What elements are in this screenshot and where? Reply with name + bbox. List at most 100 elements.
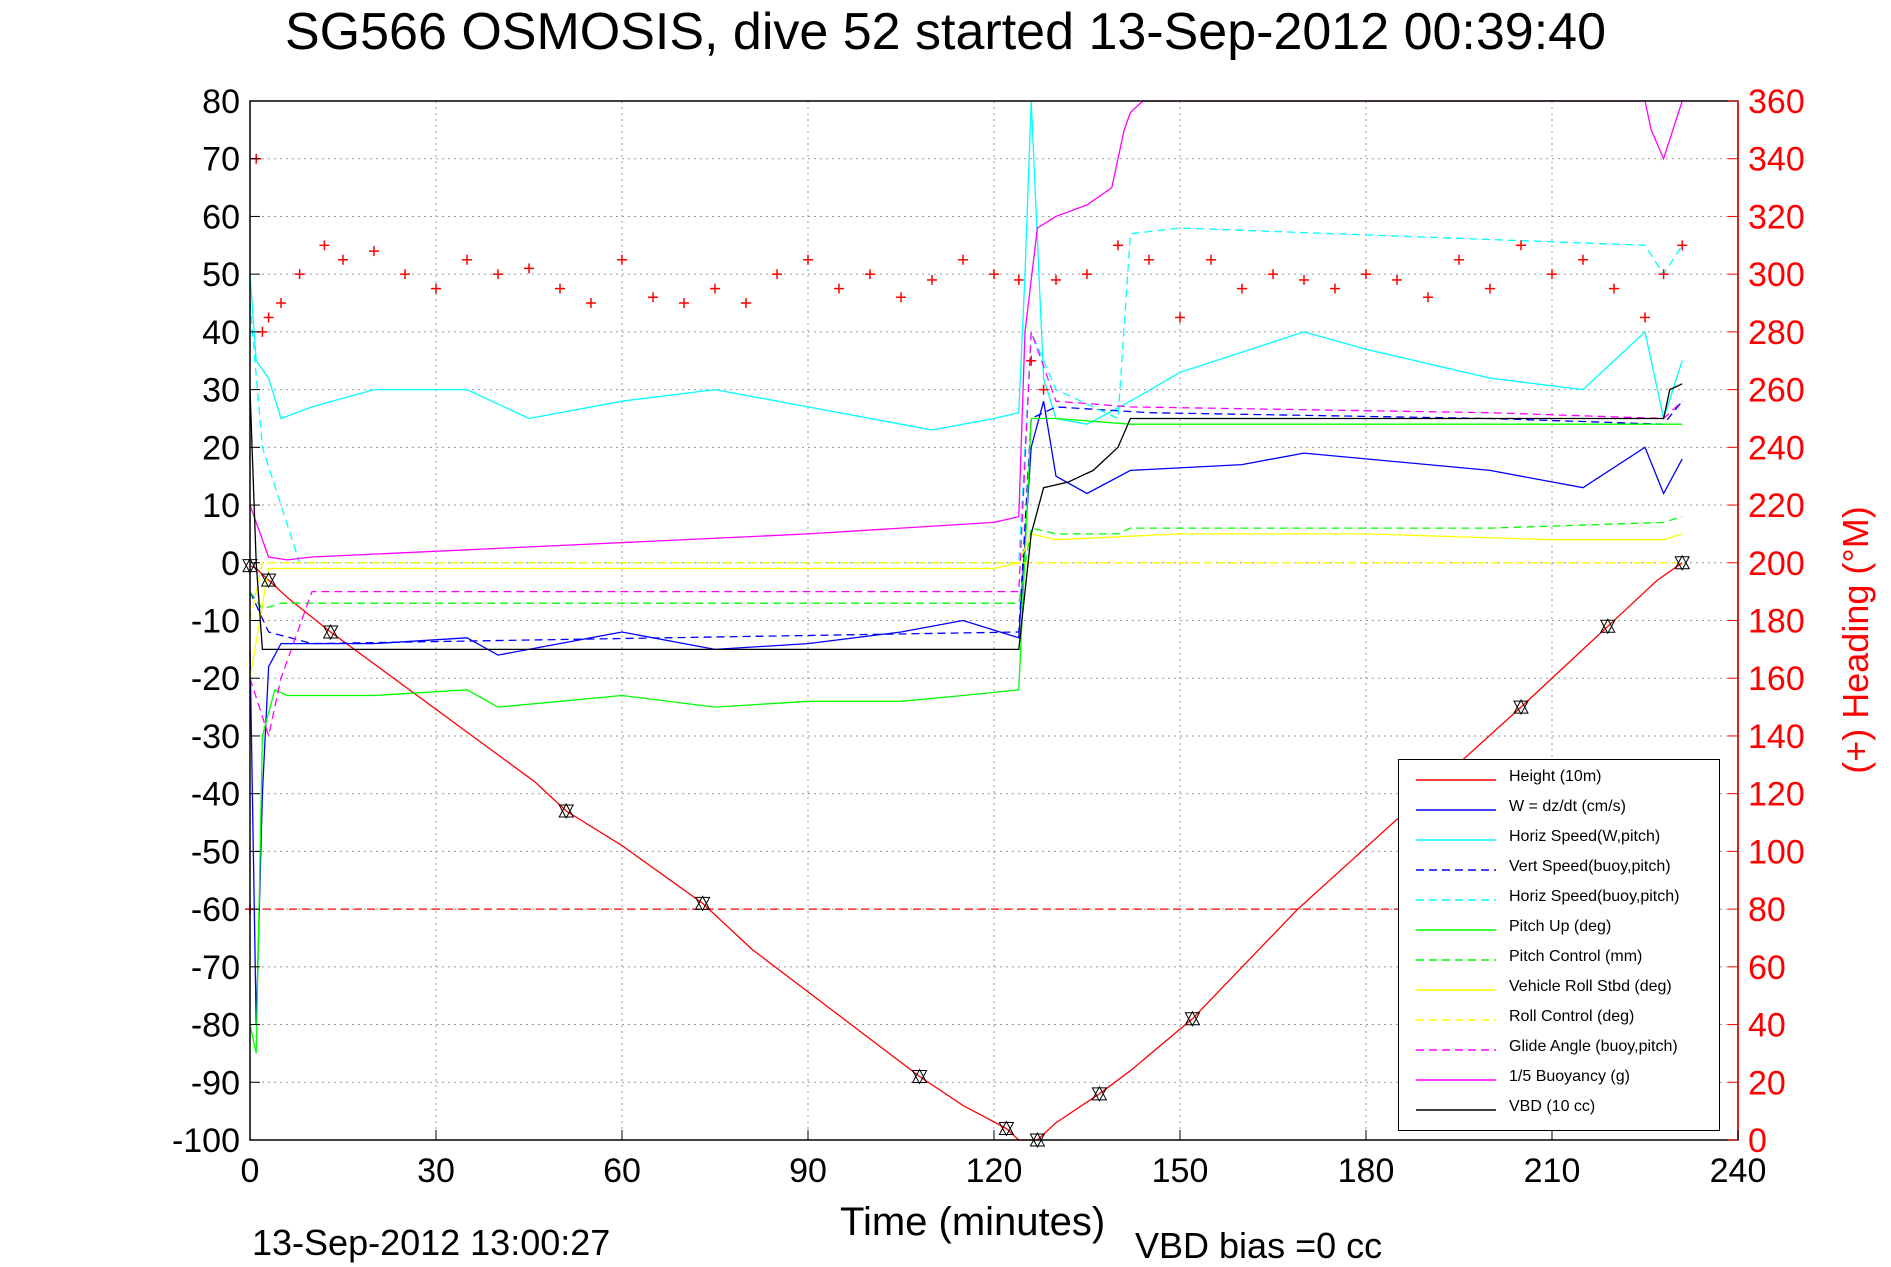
heading-marker — [648, 292, 658, 303]
heading-marker — [803, 254, 813, 265]
legend-item: Vehicle Roll Stbd (deg) — [1399, 974, 1719, 1004]
right-tick-label: 0 — [1748, 1122, 1767, 1160]
y-tick-label: 40 — [202, 314, 240, 352]
legend-label: 1/5 Buoyancy (g) — [1509, 1068, 1630, 1085]
y-tick-label: -100 — [172, 1122, 240, 1160]
heading-marker — [294, 269, 305, 280]
y-tick-label: 10 — [202, 487, 240, 525]
heading-marker — [834, 283, 844, 294]
legend-label: Pitch Control (mm) — [1509, 948, 1643, 965]
y-tick-label: -50 — [191, 833, 240, 871]
series-pitch-up-deg — [249, 417, 1683, 1054]
x-tick-label: 0 — [241, 1152, 260, 1190]
heading-marker — [1609, 283, 1619, 294]
heading-marker — [1547, 269, 1557, 280]
right-axis-label: (+) Heading (°M) — [1835, 506, 1876, 773]
heading-marker — [369, 246, 379, 257]
y-tick-label: -80 — [191, 1007, 240, 1045]
right-tick-label: 60 — [1748, 949, 1786, 987]
right-tick-label: 220 — [1748, 487, 1805, 525]
legend-label: VBD (10 cc) — [1509, 1098, 1596, 1115]
series-vert-speed-buoy-pitch — [249, 400, 1683, 645]
heading-marker — [865, 269, 875, 280]
heading-marker — [1038, 384, 1049, 395]
series-vbd-10-cc — [249, 383, 1683, 651]
right-tick-label: 340 — [1748, 141, 1805, 179]
heading-marker — [586, 298, 596, 309]
heading-marker — [958, 254, 968, 265]
y-tick-label: 30 — [202, 372, 240, 410]
legend-swatch — [1416, 1079, 1496, 1081]
heading-marker — [1299, 274, 1309, 285]
legend-item: 1/5 Buoyancy (g) — [1399, 1064, 1719, 1094]
heading-marker — [1361, 269, 1371, 280]
right-tick-label: 80 — [1748, 891, 1786, 929]
footer-vbd-bias: VBD bias =0 cc — [1135, 1225, 1383, 1266]
height-marker — [1674, 554, 1691, 571]
right-tick-label: 240 — [1748, 429, 1805, 467]
height-marker — [911, 1068, 928, 1085]
y-tick-label: 20 — [202, 429, 240, 467]
y-tick-label: 60 — [202, 198, 240, 236]
x-tick-label: 90 — [789, 1152, 827, 1190]
x-tick-label: 180 — [1338, 1152, 1395, 1190]
y-tick-label: -90 — [191, 1064, 240, 1102]
heading-marker — [1640, 312, 1650, 323]
heading-marker — [1026, 355, 1037, 366]
series-glide-angle-buoy-pitch — [249, 331, 1683, 739]
x-tick-label: 30 — [417, 1152, 455, 1190]
heading-marker — [1392, 274, 1402, 285]
legend-swatch — [1416, 899, 1496, 901]
legend-item: W = dz/dt (cm/s) — [1399, 794, 1719, 824]
legend: Height (10m) W = dz/dt (cm/s) Horiz Speed(… — [1398, 759, 1720, 1131]
markers-layer — [242, 153, 1691, 1149]
legend-swatch — [1416, 1049, 1496, 1051]
left-axis-ticks: 80 70 60 50 40 30 20 10 0 -10 -20 -30 -40 -50 -60 -70 -8… — [172, 83, 260, 1160]
heading-marker — [1175, 312, 1185, 323]
right-tick-label: 300 — [1748, 256, 1805, 294]
x-tick-label: 120 — [966, 1152, 1023, 1190]
heading-marker — [1516, 240, 1526, 251]
heading-marker — [896, 292, 906, 303]
right-tick-label: 260 — [1748, 372, 1805, 410]
heading-marker — [1268, 269, 1278, 280]
heading-marker — [431, 283, 441, 294]
height-marker — [1599, 618, 1616, 635]
heading-marker — [319, 240, 330, 251]
legend-item: Glide Angle (buoy,pitch) — [1399, 1034, 1719, 1064]
heading-marker — [989, 269, 999, 280]
x-axis-ticks: 0 30 60 90 120 150 180 210 240 — [241, 1130, 1767, 1190]
heading-marker — [617, 254, 627, 265]
height-marker — [1091, 1085, 1108, 1102]
heading-marker — [1423, 292, 1433, 303]
y-tick-label: 50 — [202, 256, 240, 294]
legend-label: Roll Control (deg) — [1509, 1008, 1635, 1025]
series-w-dz-dt-cm-s — [249, 401, 1683, 1025]
legend-swatch — [1416, 839, 1496, 841]
height-marker — [260, 572, 277, 589]
legend-item: Height (10m) — [1399, 764, 1719, 794]
heading-marker — [1237, 283, 1247, 294]
y-tick-label: -20 — [191, 660, 240, 698]
heading-marker — [1051, 274, 1061, 285]
legend-label: W = dz/dt (cm/s) — [1509, 798, 1626, 815]
x-tick-label: 150 — [1152, 1152, 1209, 1190]
footer-timestamp: 13-Sep-2012 13:00:27 — [252, 1222, 611, 1263]
series-height-10m — [249, 562, 1683, 1141]
heading-marker — [462, 254, 472, 265]
legend-item: Horiz Speed(W,pitch) — [1399, 824, 1719, 854]
x-tick-label: 240 — [1710, 1152, 1767, 1190]
series-pitch-control-mm — [249, 515, 1683, 610]
series-horiz-speed-buoy-pitch — [249, 227, 1683, 564]
heading-marker — [1082, 269, 1092, 280]
right-tick-label: 180 — [1748, 603, 1805, 641]
y-tick-label: -10 — [191, 603, 240, 641]
right-tick-label: 120 — [1748, 776, 1805, 814]
heading-marker — [1454, 254, 1464, 265]
y-tick-label: 80 — [202, 83, 240, 121]
legend-label: Pitch Up (deg) — [1509, 918, 1612, 935]
y-tick-label: 70 — [202, 141, 240, 179]
series-1-5-buoyancy-g — [249, 100, 1683, 561]
heading-marker — [679, 298, 689, 309]
series-layer — [249, 100, 1683, 1141]
